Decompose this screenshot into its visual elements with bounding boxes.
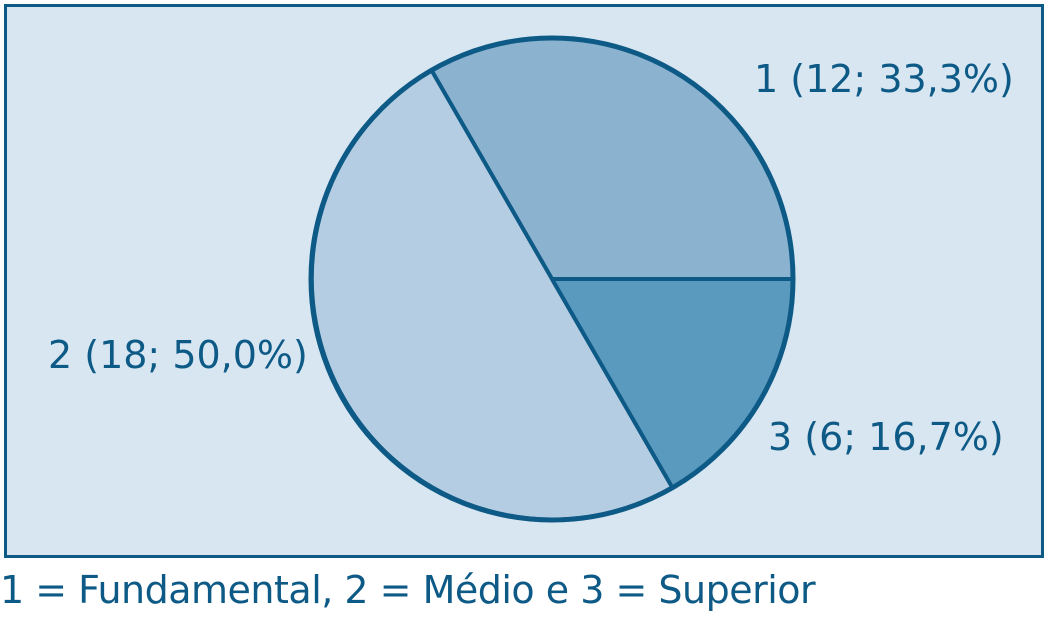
slice-label-2: 2 (18; 50,0%)	[48, 333, 308, 377]
legend-caption: 1 = Fundamental, 2 = Médio e 3 = Superio…	[0, 568, 816, 612]
slice-label-3: 3 (6; 16,7%)	[768, 415, 1004, 459]
pie-slices	[308, 35, 796, 523]
pie-outline	[308, 35, 796, 523]
slice-label-1: 1 (12; 33,3%)	[754, 57, 1014, 101]
